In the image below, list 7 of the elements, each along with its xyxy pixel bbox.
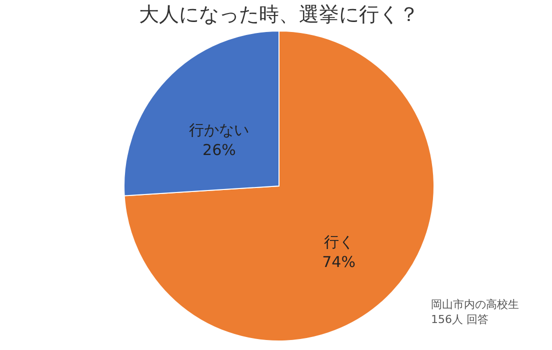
- data-label: 74%: [322, 253, 356, 272]
- chart-title: 大人になった時、選挙に行く？: [139, 2, 419, 26]
- data-label: 26%: [202, 140, 236, 159]
- text: 156人 回答: [431, 313, 488, 326]
- text: 岡山市内の高校生: [431, 298, 519, 311]
- slice-label: 行かない: [189, 120, 250, 139]
- slice-label: 行く: [324, 233, 354, 252]
